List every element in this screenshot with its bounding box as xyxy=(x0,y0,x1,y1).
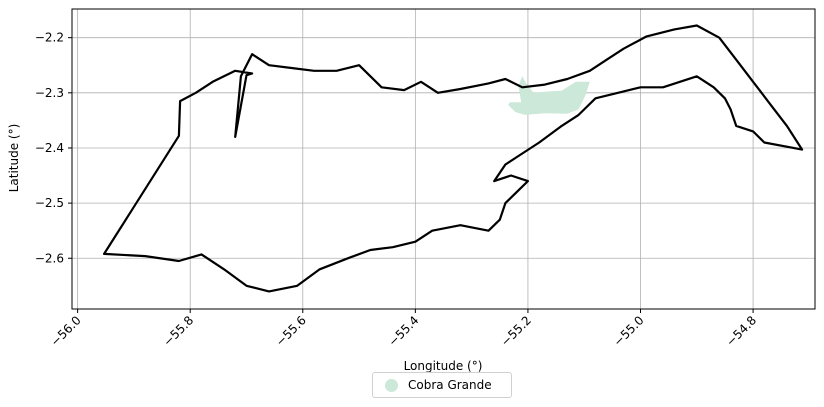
x-axis-label: Longitude (°) xyxy=(404,359,483,373)
axes-frame xyxy=(71,8,816,310)
y-axis-ticks: −2.2 −2.3 −2.4 −2.5 −2.6 xyxy=(35,31,72,265)
x-tick-label: −55.8 xyxy=(160,313,196,349)
y-tick-label: −2.4 xyxy=(35,141,64,155)
x-tick-label: −54.8 xyxy=(723,313,759,349)
cobra-grande-region xyxy=(508,76,590,115)
x-tick-label: −56.0 xyxy=(48,313,84,349)
boundary-outline-layer xyxy=(102,24,804,293)
legend-marker-icon xyxy=(385,378,398,392)
plot-frame xyxy=(71,8,816,310)
x-tick-label: −55.2 xyxy=(498,313,534,349)
x-tick-label: −55.4 xyxy=(386,313,422,349)
highlighted-region-layer xyxy=(508,76,590,115)
y-tick-label: −2.6 xyxy=(35,251,64,265)
legend-label: Cobra Grande xyxy=(408,378,492,392)
x-tick-label: −55.6 xyxy=(273,313,309,349)
x-tick-label: −55.0 xyxy=(611,313,647,349)
legend: Cobra Grande xyxy=(372,372,512,398)
y-tick-label: −2.2 xyxy=(35,31,64,45)
y-tick-label: −2.3 xyxy=(35,86,64,100)
boundary-outline xyxy=(102,24,804,293)
y-axis-label: Latitude (°) xyxy=(7,124,21,193)
grid xyxy=(72,9,815,309)
x-axis-ticks: −56.0 −55.8 −55.6 −55.4 −55.2 −55.0 −54.8 xyxy=(48,309,759,349)
y-tick-label: −2.5 xyxy=(35,196,64,210)
